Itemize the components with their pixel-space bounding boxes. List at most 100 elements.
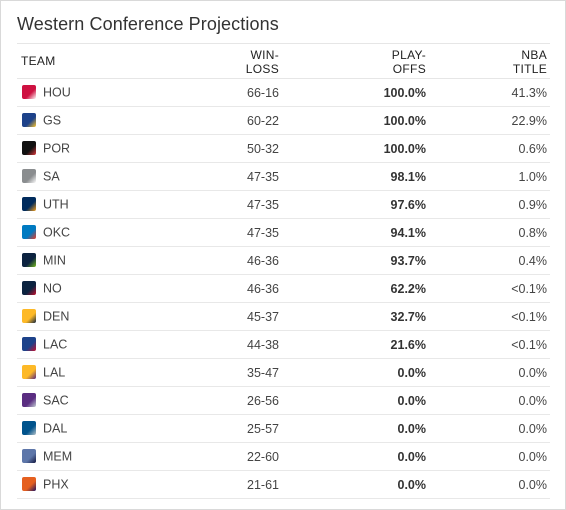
table-row: LAC 44-38 21.6% <0.1% — [17, 330, 550, 359]
card-title: Western Conference Projections — [17, 14, 279, 34]
win-loss-cell: 60-22 — [203, 106, 282, 135]
win-loss-cell: 50-32 — [203, 134, 282, 163]
team-cell[interactable]: PHX — [17, 470, 203, 499]
team-cell[interactable]: DAL — [17, 414, 203, 443]
lakers-logo-icon — [22, 364, 36, 379]
column-header-playoffs[interactable]: PLAY- OFFS — [282, 43, 429, 79]
playoffs-cell: 62.2% — [282, 274, 429, 303]
table-header-row: TEAM WIN- LOSS PLAY- OFFS NBA TITLE — [17, 43, 550, 79]
team-abbreviation: LAC — [43, 337, 68, 352]
playoffs-cell: 0.0% — [282, 470, 429, 499]
warriors-logo-icon — [22, 112, 36, 127]
win-loss-cell: 22-60 — [203, 442, 282, 471]
table-row: DAL 25-57 0.0% 0.0% — [17, 414, 550, 443]
win-loss-cell: 46-36 — [203, 246, 282, 275]
win-loss-cell: 46-36 — [203, 274, 282, 303]
team-abbreviation: NO — [43, 281, 62, 296]
table-row: UTH 47-35 97.6% 0.9% — [17, 190, 550, 219]
team-cell[interactable]: POR — [17, 134, 203, 163]
nuggets-logo-icon — [22, 308, 36, 323]
playoffs-cell: 94.1% — [282, 218, 429, 247]
column-header-win-loss[interactable]: WIN- LOSS — [203, 43, 282, 79]
team-abbreviation: UTH — [43, 197, 69, 212]
nba-title-cell: <0.1% — [429, 330, 550, 359]
nba-title-cell: 0.8% — [429, 218, 550, 247]
team-abbreviation: SA — [43, 169, 60, 184]
win-loss-cell: 47-35 — [203, 162, 282, 191]
nba-title-cell: 0.0% — [429, 414, 550, 443]
win-loss-cell: 26-56 — [203, 386, 282, 415]
nba-title-cell: 0.9% — [429, 190, 550, 219]
thunder-logo-icon — [22, 224, 36, 239]
playoffs-cell: 97.6% — [282, 190, 429, 219]
playoffs-cell: 100.0% — [282, 134, 429, 163]
team-cell[interactable]: SAC — [17, 386, 203, 415]
table-row: POR 50-32 100.0% 0.6% — [17, 134, 550, 163]
team-abbreviation: LAL — [43, 365, 66, 380]
team-abbreviation: POR — [43, 141, 71, 156]
playoffs-cell: 0.0% — [282, 358, 429, 387]
nba-title-cell: 41.3% — [429, 78, 550, 107]
team-cell[interactable]: LAL — [17, 358, 203, 387]
playoffs-cell: 98.1% — [282, 162, 429, 191]
nba-title-cell: 0.0% — [429, 386, 550, 415]
team-cell[interactable]: UTH — [17, 190, 203, 219]
nba-title-cell: 0.0% — [429, 470, 550, 499]
mavericks-logo-icon — [22, 420, 36, 435]
playoffs-cell: 0.0% — [282, 414, 429, 443]
table-row: LAL 35-47 0.0% 0.0% — [17, 358, 550, 387]
spurs-logo-icon — [22, 168, 36, 183]
win-loss-cell: 47-35 — [203, 218, 282, 247]
team-cell[interactable]: LAC — [17, 330, 203, 359]
nba-title-cell: 0.4% — [429, 246, 550, 275]
nba-title-cell: 0.0% — [429, 358, 550, 387]
team-cell[interactable]: MIN — [17, 246, 203, 275]
team-abbreviation: MIN — [43, 253, 66, 268]
team-cell[interactable]: HOU — [17, 78, 203, 107]
win-loss-cell: 45-37 — [203, 302, 282, 331]
table-row: MEM 22-60 0.0% 0.0% — [17, 442, 550, 471]
team-abbreviation: DEN — [43, 309, 70, 324]
nba-title-cell: 1.0% — [429, 162, 550, 191]
win-loss-cell: 21-61 — [203, 470, 282, 499]
table-row: SA 47-35 98.1% 1.0% — [17, 162, 550, 191]
column-header-nba-title[interactable]: NBA TITLE — [429, 43, 550, 79]
table-row: NO 46-36 62.2% <0.1% — [17, 274, 550, 303]
table-row: GS 60-22 100.0% 22.9% — [17, 106, 550, 135]
team-cell[interactable]: MEM — [17, 442, 203, 471]
team-cell[interactable]: DEN — [17, 302, 203, 331]
projections-table: TEAM WIN- LOSS PLAY- OFFS NBA TITLE HOU 66-1… — [17, 43, 550, 499]
rockets-logo-icon — [22, 84, 36, 99]
team-abbreviation: GS — [43, 113, 62, 128]
table-row: HOU 66-16 100.0% 41.3% — [17, 78, 550, 107]
table-body: HOU 66-16 100.0% 41.3% GS 60-22 100.0% 22.9% POR… — [17, 78, 550, 499]
playoffs-cell: 0.0% — [282, 442, 429, 471]
team-cell[interactable]: NO — [17, 274, 203, 303]
win-loss-cell: 66-16 — [203, 78, 282, 107]
nba-title-cell: 0.6% — [429, 134, 550, 163]
table-row: SAC 26-56 0.0% 0.0% — [17, 386, 550, 415]
clippers-logo-icon — [22, 336, 36, 351]
playoffs-cell: 0.0% — [282, 386, 429, 415]
timberwolves-logo-icon — [22, 252, 36, 267]
column-header-team[interactable]: TEAM — [17, 43, 203, 79]
nba-title-cell: 22.9% — [429, 106, 550, 135]
nba-title-cell: <0.1% — [429, 302, 550, 331]
playoffs-cell: 93.7% — [282, 246, 429, 275]
team-cell[interactable]: OKC — [17, 218, 203, 247]
grizzlies-logo-icon — [22, 448, 36, 463]
table-row: DEN 45-37 32.7% <0.1% — [17, 302, 550, 331]
win-loss-cell: 47-35 — [203, 190, 282, 219]
nba-title-cell: 0.0% — [429, 442, 550, 471]
team-cell[interactable]: GS — [17, 106, 203, 135]
table-row: PHX 21-61 0.0% 0.0% — [17, 470, 550, 499]
nba-title-cell: <0.1% — [429, 274, 550, 303]
team-cell[interactable]: SA — [17, 162, 203, 191]
pelicans-logo-icon — [22, 280, 36, 295]
table-row: MIN 46-36 93.7% 0.4% — [17, 246, 550, 275]
team-abbreviation: MEM — [43, 449, 73, 464]
playoffs-cell: 100.0% — [282, 78, 429, 107]
playoffs-cell: 32.7% — [282, 302, 429, 331]
playoffs-cell: 100.0% — [282, 106, 429, 135]
